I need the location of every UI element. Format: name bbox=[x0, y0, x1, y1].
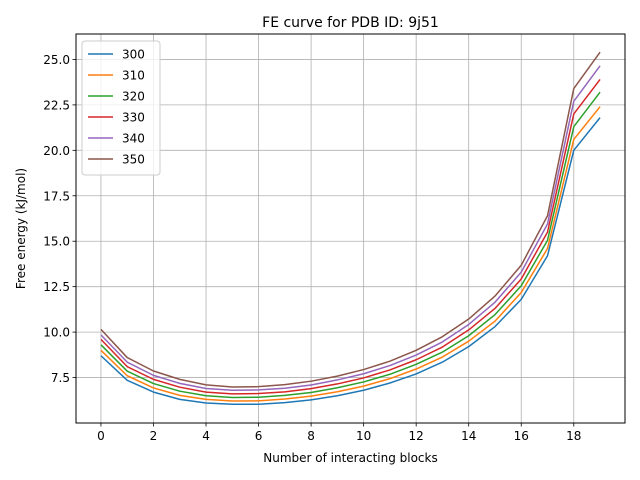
x-tick-label: 12 bbox=[409, 429, 424, 443]
x-tick-label: 18 bbox=[566, 429, 581, 443]
y-tick-label: 12.5 bbox=[43, 280, 70, 294]
legend-label-340: 340 bbox=[122, 132, 145, 146]
x-tick-label: 10 bbox=[356, 429, 371, 443]
series-line-300 bbox=[100, 117, 601, 406]
y-tick-label: 25.0 bbox=[43, 53, 70, 67]
y-tick-label: 10.0 bbox=[43, 326, 70, 340]
series-line-340 bbox=[100, 65, 601, 392]
y-tick-label: 17.5 bbox=[43, 189, 70, 203]
legend-box bbox=[81, 40, 161, 176]
x-tick-label: 14 bbox=[461, 429, 476, 443]
x-tick-label: 0 bbox=[97, 429, 105, 443]
y-tick-label: 15.0 bbox=[43, 235, 70, 249]
legend-label-310: 310 bbox=[122, 69, 145, 83]
x-axis-label: Number of interacting blocks bbox=[263, 451, 437, 465]
y-axis-label: Free energy (kJ/mol) bbox=[14, 168, 28, 289]
y-tick-label: 20.0 bbox=[43, 144, 70, 158]
legend-label-350: 350 bbox=[122, 153, 145, 167]
legend-label-320: 320 bbox=[122, 90, 145, 104]
series-line-310 bbox=[100, 106, 601, 402]
y-tick-label: 22.5 bbox=[43, 98, 70, 112]
legend-label-300: 300 bbox=[122, 48, 145, 62]
series-lines bbox=[100, 51, 601, 406]
legend: 300 310 320 330 340 350 bbox=[81, 40, 161, 176]
legend-label-330: 330 bbox=[122, 111, 145, 125]
series-line-320 bbox=[100, 91, 601, 399]
x-tick-label: 6 bbox=[255, 429, 263, 443]
x-axis: 0 2 4 6 8 10 12 14 16 18 bbox=[97, 423, 581, 443]
x-tick-label: 16 bbox=[514, 429, 529, 443]
x-tick-label: 8 bbox=[307, 429, 315, 443]
y-axis: 7.5 10.0 12.5 15.0 17.5 20.0 22.5 25.0 bbox=[43, 53, 76, 385]
x-tick-label: 2 bbox=[150, 429, 158, 443]
x-tick-label: 4 bbox=[202, 429, 210, 443]
plot-frame bbox=[75, 33, 626, 424]
series-line-330 bbox=[100, 78, 601, 395]
series-line-350 bbox=[100, 51, 601, 388]
y-tick-label: 7.5 bbox=[51, 371, 70, 385]
chart-title: FE curve for PDB ID: 9j51 bbox=[262, 15, 439, 31]
